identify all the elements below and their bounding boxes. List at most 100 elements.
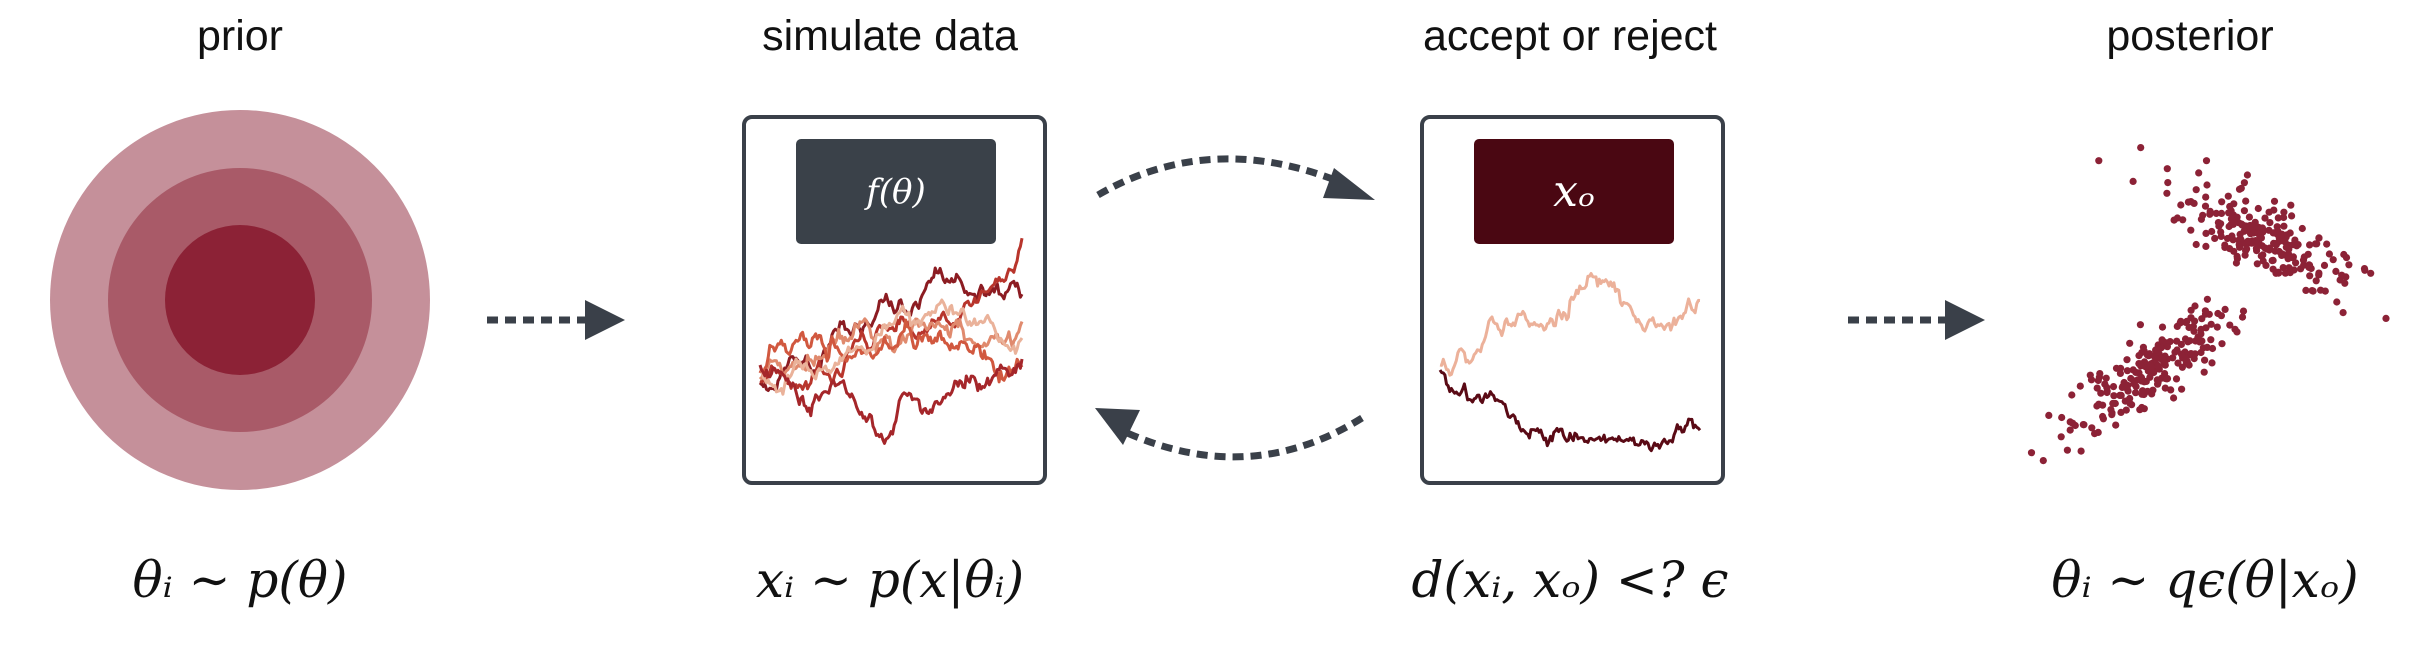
posterior-sample-point (2270, 206, 2278, 214)
posterior-sample-point (2142, 377, 2150, 385)
posterior-sample-point (2158, 323, 2167, 331)
posterior-sample-point (2077, 447, 2085, 455)
posterior-sample-point (2102, 374, 2110, 382)
posterior-sample-point (2315, 271, 2323, 279)
posterior-sample-point (2275, 269, 2283, 277)
posterior-sample-point (2108, 411, 2116, 419)
posterior-sample-point (2240, 207, 2248, 215)
posterior-sample-point (2088, 424, 2096, 432)
observed-label-box: xₒ (1474, 139, 1674, 244)
posterior-sample-point (2154, 380, 2162, 388)
posterior-sample-point (2152, 355, 2160, 363)
posterior-sample-point (2325, 250, 2333, 258)
posterior-sample-point (2066, 426, 2074, 434)
posterior-sample-point (2333, 298, 2341, 306)
posterior-sample-point (2233, 213, 2241, 221)
posterior-sample-point (2213, 323, 2221, 331)
posterior-sample-point (2279, 264, 2287, 272)
posterior-sample-point (2245, 213, 2253, 221)
posterior-sample-point (2207, 320, 2215, 328)
posterior-sample-point (2097, 389, 2105, 397)
posterior-sample-point (2173, 322, 2181, 330)
posterior-sample-point (2129, 177, 2137, 185)
posterior-sample-point (2298, 224, 2306, 233)
posterior-sample-point (2177, 317, 2185, 325)
posterior-sample-point (2117, 408, 2125, 416)
title-posterior: posterior (2106, 12, 2274, 60)
posterior-sample-point (2249, 229, 2258, 237)
posterior-sample-point (2257, 234, 2265, 242)
posterior-sample-point (2217, 209, 2226, 217)
posterior-sample-point (2304, 250, 2312, 258)
posterior-sample-point (2192, 240, 2200, 249)
posterior-sample-point (2135, 352, 2143, 360)
posterior-sample-point (2027, 449, 2036, 457)
title-prior: prior (196, 12, 284, 60)
posterior-sample-point (2280, 208, 2288, 216)
posterior-sample-point (2217, 220, 2225, 228)
posterior-sample-point (2342, 254, 2351, 262)
posterior-sample-point (2230, 219, 2238, 227)
prior-inner-core (165, 225, 315, 375)
posterior-sample-point (2230, 200, 2238, 208)
posterior-sample-point (2274, 214, 2282, 222)
formula-accept: d(xᵢ, xₒ) <? ϵ (1411, 551, 1729, 609)
posterior-sample-point (2329, 256, 2337, 264)
posterior-sample-point (2103, 383, 2111, 392)
posterior-scatter (2027, 144, 2390, 465)
posterior-sample-point (2164, 179, 2172, 187)
posterior-sample-point (2136, 406, 2144, 414)
posterior-sample-point (2086, 371, 2094, 379)
posterior-sample-point (2066, 418, 2074, 426)
simulator-label-box: f(θ) (796, 139, 996, 244)
posterior-sample-point (2249, 223, 2257, 231)
simulated-traces (758, 237, 1024, 445)
posterior-sample-point (2080, 421, 2088, 429)
posterior-sample-point (2163, 189, 2171, 197)
arrow-simulate-to-accept (1096, 155, 1342, 199)
posterior-sample-point (2202, 193, 2210, 201)
simulated-trace (758, 318, 1024, 384)
posterior-sample-point (2312, 277, 2320, 285)
posterior-sample-point (2178, 385, 2186, 393)
posterior-sample-point (2203, 181, 2211, 189)
posterior-sample-point (2269, 229, 2277, 237)
simulated-trace (759, 298, 1024, 396)
posterior-sample-point (2187, 306, 2195, 314)
posterior-sample-point (2154, 362, 2162, 370)
arrowhead-accept-to-simulate (1095, 408, 1140, 445)
posterior-sample-point (2123, 356, 2131, 364)
posterior-sample-point (2071, 421, 2079, 430)
posterior-sample-point (2201, 356, 2209, 364)
posterior-sample-point (2112, 364, 2121, 372)
posterior-sample-point (2293, 242, 2301, 250)
posterior-sample-point (2212, 209, 2220, 217)
posterior-sample-point (2259, 228, 2267, 236)
posterior-sample-point (2063, 446, 2071, 454)
posterior-sample-point (2223, 234, 2232, 243)
posterior-sample-point (2192, 186, 2200, 194)
posterior-sample-point (2132, 382, 2140, 391)
posterior-sample-point (2284, 251, 2292, 259)
posterior-sample-point (2278, 251, 2286, 259)
posterior-sample-point (2332, 267, 2340, 275)
posterior-sample-point (2240, 179, 2248, 187)
formula-simulate: xᵢ ∼ p(x|θᵢ) (755, 551, 1025, 609)
posterior-sample-point (2185, 361, 2193, 369)
posterior-sample-point (2311, 240, 2320, 248)
posterior-sample-point (2148, 390, 2156, 398)
posterior-sample-point (2287, 201, 2295, 209)
posterior-sample-point (2057, 433, 2065, 441)
posterior-sample-point (2127, 374, 2135, 383)
posterior-sample-point (2306, 241, 2314, 249)
posterior-sample-point (2045, 411, 2053, 419)
formula-prior: θᵢ ∼ p(θ) (132, 551, 348, 609)
posterior-sample-point (2214, 309, 2222, 318)
posterior-sample-point (2208, 344, 2217, 353)
posterior-sample-point (2292, 259, 2300, 267)
posterior-sample-point (2110, 392, 2118, 400)
posterior-sample-point (2269, 256, 2277, 264)
posterior-sample-point (2076, 382, 2084, 390)
